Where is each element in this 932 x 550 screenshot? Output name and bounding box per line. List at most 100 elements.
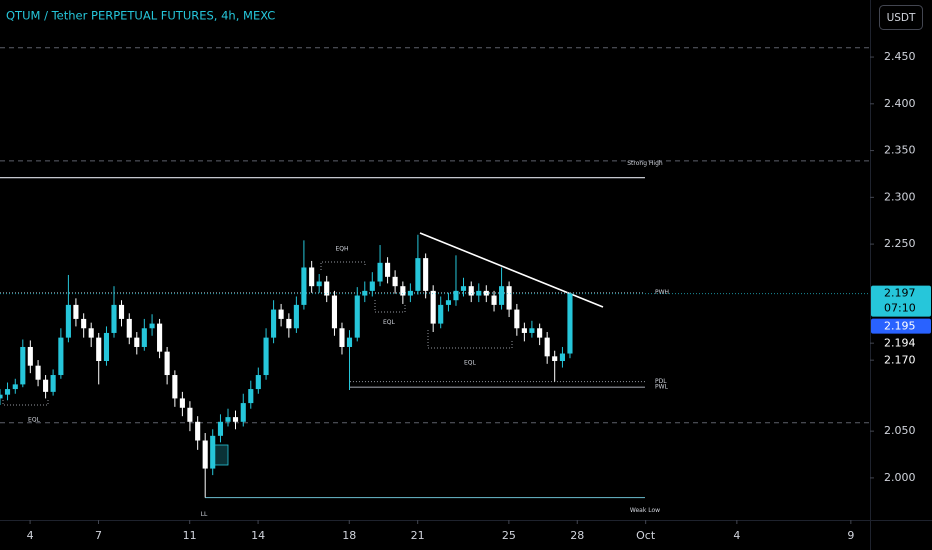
x-tick-label: 28 — [570, 529, 584, 542]
candle-body — [202, 440, 208, 469]
y-tick-label: 2.350 — [884, 144, 916, 157]
candle-body — [157, 323, 163, 352]
candle-body — [499, 286, 505, 305]
candle-body — [521, 328, 527, 333]
price-tag — [871, 318, 931, 334]
candle-body — [339, 328, 345, 347]
candle-body — [559, 353, 566, 362]
candle-body — [331, 295, 338, 329]
candle-body — [73, 304, 79, 319]
candle-body — [27, 346, 33, 366]
candle-body — [43, 379, 49, 392]
candle-body — [514, 309, 520, 329]
annotation: LL — [201, 511, 208, 518]
candle-body — [552, 356, 558, 362]
x-tick-label: 9 — [847, 529, 854, 542]
level-label: PWL — [655, 384, 669, 391]
candle-body — [506, 286, 512, 310]
eqh-bracket — [320, 261, 366, 270]
y-tick-label: 2.050 — [884, 424, 916, 437]
candle-body — [400, 286, 406, 296]
candle-body — [179, 398, 185, 408]
candle-body — [149, 323, 155, 329]
annotation: EQL — [383, 319, 396, 326]
candle-body — [255, 375, 261, 390]
candle-body — [65, 304, 71, 338]
annotation: EQL — [28, 416, 41, 423]
candle-body — [103, 332, 110, 362]
candle-body — [415, 258, 421, 291]
x-tick-label: 7 — [95, 529, 102, 542]
candle-body — [96, 337, 102, 362]
x-tick-label: 4 — [733, 529, 740, 542]
candle-body — [248, 389, 254, 404]
currency-button[interactable] — [879, 5, 923, 30]
candle-body — [438, 304, 444, 324]
candle-body — [35, 365, 41, 380]
candle-body — [111, 304, 117, 333]
candle-body — [0, 394, 3, 399]
candle-body — [369, 281, 375, 291]
candle-body — [126, 318, 132, 338]
annotation: EQL — [464, 359, 477, 366]
price-tag — [871, 285, 931, 317]
annotation: EQH — [335, 245, 348, 252]
candle-body — [309, 267, 315, 287]
price-tag-label: 2.197 — [884, 287, 916, 300]
candle-body — [58, 337, 64, 376]
candle-body — [187, 407, 193, 422]
candle-body — [12, 384, 18, 390]
candle-body — [468, 286, 474, 296]
price-tag-label: 2.195 — [884, 320, 916, 333]
y-tick-label: 2.250 — [884, 237, 916, 250]
candle-body — [445, 300, 452, 305]
candle-body — [423, 258, 429, 291]
x-tick-label: 21 — [411, 529, 425, 542]
price-tag-countdown: 07:10 — [884, 302, 916, 315]
candle-body — [529, 328, 535, 333]
candle-body — [491, 295, 497, 305]
candle-body — [453, 290, 459, 301]
level-label: PDL — [655, 378, 667, 385]
candle-body — [88, 328, 94, 338]
candle-body — [377, 262, 383, 282]
x-tick-label: 4 — [27, 529, 34, 542]
candle-body — [271, 309, 277, 338]
currency-label[interactable]: USDT — [887, 12, 916, 24]
candle-body — [324, 281, 330, 296]
candle-body — [240, 403, 246, 422]
candle-body — [430, 290, 436, 324]
candle-body — [195, 421, 201, 441]
candle-body — [537, 328, 543, 338]
level-label: Strong High — [627, 160, 663, 167]
candle-body — [4, 389, 11, 395]
candles — [0, 234, 573, 498]
candle-body — [232, 417, 239, 422]
candle-body — [567, 293, 573, 354]
candle-body — [141, 328, 147, 347]
candle-body — [81, 318, 87, 329]
level-label: PWH — [655, 289, 669, 296]
candle-body — [210, 435, 216, 469]
candle-body — [385, 262, 391, 277]
eql-bracket — [374, 300, 406, 313]
x-tick-label: Oct — [636, 529, 656, 542]
candle-body — [286, 318, 292, 329]
candle-body — [217, 421, 224, 436]
candle-body — [301, 267, 307, 305]
candle-body — [225, 417, 231, 422]
y-tick-label: 2.000 — [884, 471, 916, 484]
candle-body — [263, 337, 269, 376]
candle-body — [407, 290, 413, 296]
candle-body — [50, 375, 56, 392]
level-label: Weak Low — [630, 507, 660, 514]
x-tick-label: 14 — [251, 529, 265, 542]
y-tick-label: 2.300 — [884, 190, 916, 203]
candle-body — [460, 286, 467, 291]
candle-body — [544, 337, 550, 357]
candle-body — [392, 276, 398, 287]
price-tag-label: 2.170 — [884, 354, 916, 367]
y-tick-label: 2.450 — [884, 50, 916, 63]
